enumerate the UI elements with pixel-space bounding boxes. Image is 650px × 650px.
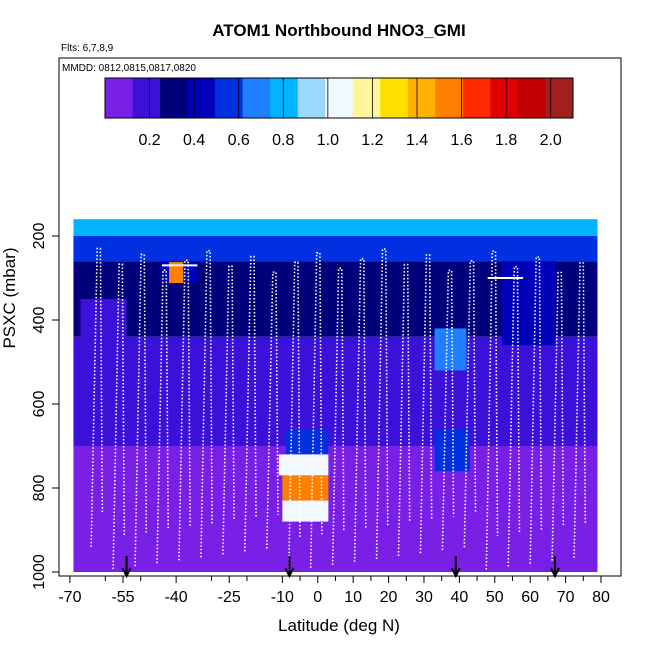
y-tick-label: 200: [31, 223, 48, 250]
flight-profile: [551, 271, 565, 561]
y-tick-label: 600: [31, 391, 48, 418]
colorbar-segment: [380, 78, 409, 118]
y-tick-label: 1000: [31, 554, 48, 590]
x-tick-label: 20: [380, 589, 398, 606]
colorbar-tick-label: 1.4: [406, 132, 428, 149]
colorbar-tick-label: 0.2: [138, 132, 160, 149]
colorbar-tick-label: 1.8: [495, 132, 517, 149]
x-tick-label: 60: [521, 589, 539, 606]
colorbar-tick-label: 2.0: [540, 132, 562, 149]
colorbar-segment: [105, 78, 134, 118]
flight-profile: [441, 269, 455, 551]
colorbar-segment: [517, 78, 546, 118]
x-tick-label: 50: [486, 589, 504, 606]
flight-profile: [178, 259, 191, 561]
flight-profile: [309, 252, 323, 568]
colorbar-frame: [104, 77, 574, 119]
colorbar-segment: [297, 78, 326, 118]
colorbar-segment: [325, 78, 354, 118]
chart-title: ATOM1 Northbound HNO3_GMI: [212, 21, 465, 40]
colorbar-segment: [352, 78, 381, 118]
colorbar-segment: [407, 78, 436, 118]
x-tick-label: -40: [165, 589, 188, 606]
x-tick-label: 80: [592, 589, 610, 606]
heatmap-cell: [285, 429, 329, 455]
x-tick-label: 30: [415, 589, 433, 606]
x-axis-label: Latitude (deg N): [278, 616, 400, 635]
colorbar-tick-label: 0.8: [272, 132, 294, 149]
flight-profile: [156, 269, 170, 564]
colorbar-tick-label: 0.6: [228, 132, 250, 149]
flight-profile: [375, 248, 389, 559]
colorbar-tick-label: 0.4: [183, 132, 205, 149]
heatmap-cell: [282, 500, 329, 522]
colorbar-segment: [132, 78, 161, 118]
x-tick-label: 70: [557, 589, 575, 606]
colorbar-segment: [462, 78, 491, 118]
colorbar-tick-label: 1.6: [450, 132, 472, 149]
x-tick-label: 40: [450, 589, 468, 606]
y-tick-label: 400: [31, 307, 48, 334]
heatmap-cells: [73, 219, 598, 572]
heatmap-cell: [434, 328, 467, 371]
flight-profile: [222, 265, 235, 555]
colorbar: 0.2 0.4 0.6 0.8 1.0 1.2 1.4 1.6 1.8 2.0: [104, 77, 574, 149]
flight-profile: [287, 261, 301, 571]
x-tick-label: -25: [218, 589, 241, 606]
flight-profile: [244, 255, 257, 552]
flight-profile: [397, 263, 411, 557]
heatmap-cell: [501, 261, 555, 346]
colorbar-tick-label: 1.0: [317, 132, 339, 149]
colorbar-tick-label: 1.2: [361, 132, 383, 149]
flight-profile: [353, 257, 367, 562]
flight-profile: [507, 265, 521, 567]
y-tick-label: 800: [31, 475, 48, 502]
heatmap-cell: [278, 454, 329, 476]
y-axis: 200 400 600 800 1000: [31, 223, 59, 590]
heatmap-cell: [73, 236, 598, 262]
colorbar-segment: [435, 78, 464, 118]
flights-note: Flts: 6,7,8,9: [61, 43, 114, 54]
colorbar-segment: [242, 78, 271, 118]
x-tick-label: 10: [344, 589, 362, 606]
heatmap-cell: [73, 219, 598, 236]
dates-note: MMDD: 0812,0815,0817,0820: [62, 63, 196, 74]
heatmap-cell: [169, 262, 184, 284]
flight-track-profiles: [90, 247, 587, 571]
heatmap-cell: [73, 446, 598, 572]
flight-profile: [331, 267, 345, 565]
flight-profile: [200, 249, 213, 558]
x-tick-label: -55: [111, 589, 134, 606]
colorbar-segment: [187, 78, 216, 118]
x-tick-label: 0: [313, 589, 322, 606]
flight-profile: [573, 262, 587, 558]
colorbar-segment: [545, 78, 574, 118]
colorbar-segment: [490, 78, 519, 118]
flight-profile: [529, 256, 543, 564]
x-tick-label: -70: [58, 589, 81, 606]
colorbar-segment: [270, 78, 299, 118]
flight-profile: [463, 259, 477, 548]
y-axis-label: PSXC (mbar): [0, 247, 19, 348]
heatmap-cell: [80, 299, 127, 446]
colorbar-segment: [160, 78, 189, 118]
x-axis: -70 -55 -40 -25 -10 0 10 20 30 40 50 60 70 80: [58, 575, 610, 606]
x-tick-label: -10: [271, 589, 294, 606]
